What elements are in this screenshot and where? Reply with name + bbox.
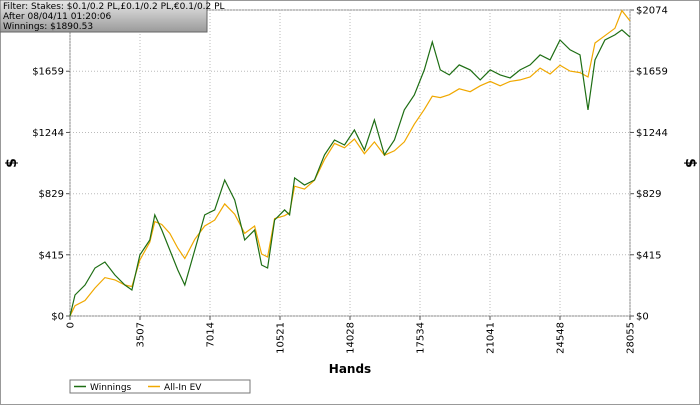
- series-line: [69, 29, 631, 317]
- x-tick-label: 14028: [346, 322, 357, 354]
- info-line: Filter: Stakes: $0.1/0.2 PL,£0.1/0.2 PL,…: [3, 2, 225, 12]
- info-line: Winnings: $1890.53: [3, 22, 93, 32]
- series-line: [69, 9, 631, 317]
- info-background: [0, 0, 208, 33]
- y-tick-label: $415: [39, 250, 64, 261]
- x-tick-label: 28055: [626, 322, 637, 354]
- y-tick-label: $1659: [32, 67, 64, 78]
- y2-tick-label: $829: [636, 189, 661, 200]
- y2-axis-label: $: [682, 158, 698, 168]
- x-tick-label: 17534: [415, 322, 426, 354]
- x-tick-label: 7014: [206, 322, 217, 347]
- y2-tick-label: $1244: [636, 128, 668, 139]
- x-tick-label: 24548: [555, 322, 566, 354]
- x-tick-label: 21041: [485, 322, 496, 354]
- y-axis-label: $: [4, 158, 20, 168]
- y2-tick-label: $2074: [636, 6, 668, 17]
- y2-tick-label: $0: [636, 312, 649, 323]
- x-axis-label: Hands: [329, 362, 371, 376]
- x-tick-label: 3507: [136, 322, 147, 347]
- y2-tick-label: $415: [636, 250, 661, 261]
- legend-label: All-In EV: [164, 383, 202, 393]
- x-tick-label: 0: [66, 322, 77, 328]
- x-tick-label: 10521: [276, 322, 287, 354]
- y-tick-label: $1244: [32, 128, 64, 139]
- info-line: After 08/04/11 01:20:06: [3, 12, 111, 22]
- y2-tick-label: $1659: [636, 67, 668, 78]
- y-tick-label: $0: [51, 312, 64, 323]
- legend-label: Winnings: [90, 383, 132, 393]
- info-box: Filter: Stakes: $0.1/0.2 PL,£0.1/0.2 PL,…: [0, 0, 225, 33]
- y-tick-label: $829: [39, 189, 64, 200]
